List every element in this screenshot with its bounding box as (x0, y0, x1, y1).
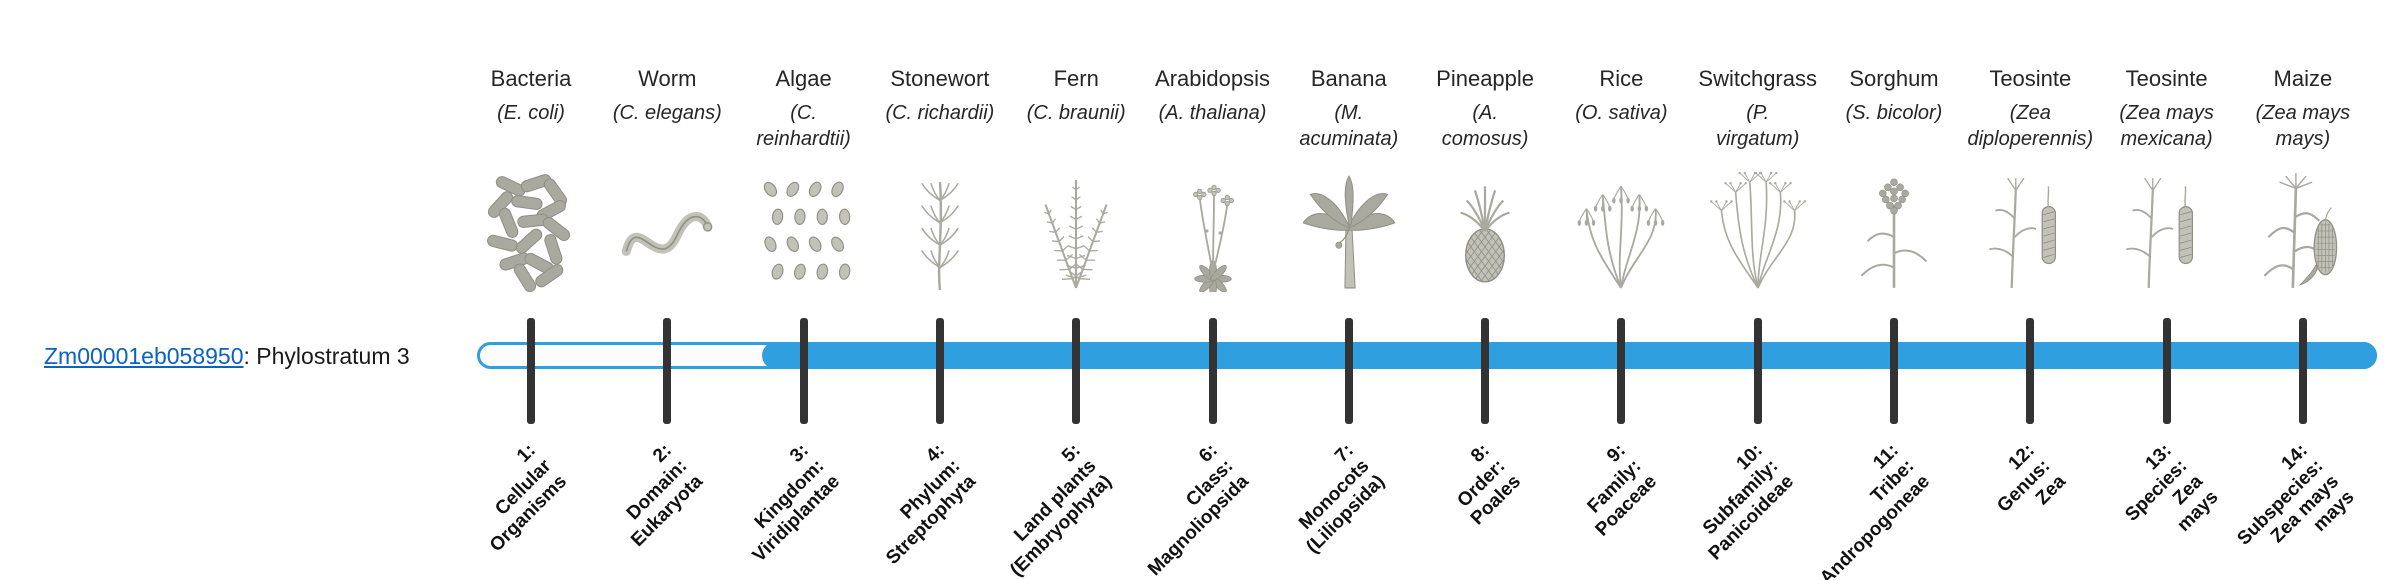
taxon-scientific-name: (Zea mays mexicana) (2119, 102, 2214, 150)
taxon-scientific-name: (A. comosus) (1441, 102, 1529, 150)
taxon-common-name: Maize (2273, 66, 2333, 91)
phylostratum-tick (2162, 318, 2171, 424)
taxon-scientific-name: (E. coli) (497, 102, 565, 124)
taxon-scientific-name: (Zea mays mays) (2255, 102, 2351, 150)
rice-icon (1566, 168, 1676, 292)
phylostratum-tick (663, 318, 672, 424)
taxon-scientific-name: (S. bicolor) (1845, 102, 1943, 124)
taxon-common-name: Stonewort (890, 66, 990, 91)
gene-id-link[interactable]: Zm00001eb058950 (44, 343, 244, 369)
taxon-scientific-name: (M. acuminata) (1299, 102, 1399, 150)
fern-icon (1021, 168, 1131, 292)
phylostratum-tick (1344, 318, 1353, 424)
phylostratum-tick (1617, 318, 1626, 424)
taxon-common-name: Bacteria (490, 66, 572, 91)
taxon-scientific-name: (P. virgatum) (1716, 102, 1800, 150)
bacteria-icon (476, 168, 586, 292)
taxon-scientific-name: (C. braunii) (1026, 102, 1126, 124)
taxon-scientific-name: (Zea diploperennis) (1967, 102, 2094, 150)
taxon-common-name: Banana (1310, 66, 1387, 91)
phylostratum-label: 1: Cellular Organisms (485, 440, 571, 557)
taxon-common-name: Worm (638, 66, 697, 91)
taxon-common-name: Pineapple (1436, 66, 1535, 91)
taxon-common-name: Teosinte (1989, 66, 2072, 91)
taxon-scientific-name: (C. richardii) (885, 102, 995, 124)
teosinte-icon (1975, 168, 2085, 292)
phylostratum-tick (1072, 318, 1081, 424)
taxon-common-name: Switchgrass (1698, 66, 1817, 91)
phylostratum-tick (1753, 318, 1762, 424)
phylostratum-tick (1890, 318, 1898, 424)
worm-icon (612, 168, 722, 292)
gene-label: Zm00001eb058950: Phylostratum 3 (44, 343, 410, 370)
stonewort-icon (885, 168, 995, 292)
taxon-scientific-name: (O. sativa) (1575, 102, 1668, 124)
phylostrata-bar-fill (762, 342, 2377, 369)
phylostratum-tick (527, 318, 535, 424)
switchgrass-icon (1703, 168, 1813, 292)
taxon-common-name: Fern (1053, 66, 1099, 91)
phylostratum-tick (935, 318, 944, 424)
pineapple-icon (1430, 168, 1540, 292)
phylostratum-tick (2026, 318, 2035, 424)
taxon-common-name: Arabidopsis (1155, 66, 1270, 91)
taxon-scientific-name: (C. elegans) (612, 102, 722, 124)
maize-icon (2248, 168, 2358, 292)
phylostratum-tick (1481, 318, 1490, 424)
gene-phylostratum-text: : Phylostratum 3 (243, 343, 410, 369)
sorghum-icon (1839, 168, 1949, 292)
phylostratum-tick (2298, 318, 2307, 424)
arabidopsis-icon (1158, 168, 1268, 292)
phylostratum-tick (799, 318, 808, 424)
banana-icon (1294, 168, 1404, 292)
phylostratum-tick (1208, 318, 1217, 424)
taxon-common-name: Teosinte (2125, 66, 2208, 91)
algae-icon (749, 168, 859, 292)
teosinte-icon (2112, 168, 2222, 292)
taxon-common-name: Algae (775, 66, 832, 91)
taxon-scientific-name: (C. reinhardtii) (756, 102, 851, 150)
taxon-scientific-name: (A. thaliana) (1158, 102, 1267, 124)
taxon-common-name: Sorghum (1849, 66, 1939, 91)
taxon-common-name: Rice (1599, 66, 1644, 91)
